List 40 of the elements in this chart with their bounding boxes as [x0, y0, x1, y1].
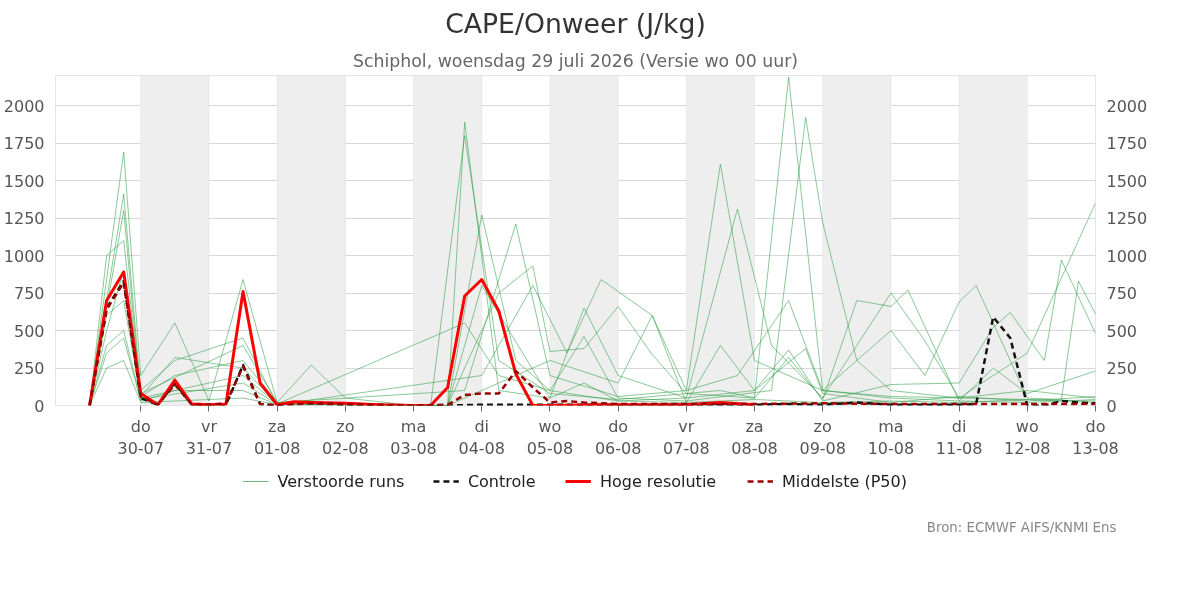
- x-tick-label: wo 12-08: [1004, 416, 1051, 459]
- x-tick-label: ma 03-08: [390, 416, 437, 459]
- y-tick-label: 750: [13, 284, 45, 303]
- x-tick-label: za 08-08: [731, 416, 778, 459]
- x-tick-label: zo 02-08: [322, 416, 369, 459]
- y2-tick-label: 0: [1106, 396, 1117, 416]
- x-tick-label: do 30-07: [117, 416, 164, 459]
- legend-label: Controle: [467, 472, 536, 491]
- y-tick-label: 1750: [3, 134, 45, 153]
- y2-tick-label: 750: [1106, 284, 1138, 303]
- chart-subtitle: Schiphol, woensdag 29 juli 2026 (Versie wo 00 uur): [352, 50, 799, 71]
- x-tick-label: vr 31-07: [185, 416, 233, 459]
- x-tick-label: di 04-08: [458, 416, 505, 459]
- x-tick-label: zo 09-08: [799, 416, 846, 459]
- legend-label: Hoge resolutie: [599, 472, 717, 491]
- chart-title: CAPE/Onweer (J/kg): [445, 7, 706, 39]
- y-tick-label: 1500: [3, 171, 45, 191]
- y2-tick-label: 500: [1106, 321, 1138, 341]
- y-tick-label: 0: [34, 396, 45, 416]
- y2-tick-label: 1750: [1106, 134, 1148, 153]
- x-tick-label: do 06-08: [594, 416, 642, 459]
- y-tick-label: 1000: [3, 246, 45, 266]
- x-tick-label: ma 10-08: [867, 416, 915, 459]
- y2-tick-label: 1000: [1106, 246, 1148, 266]
- y-tick-label: 1250: [3, 209, 45, 228]
- y2-tick-label: 1500: [1106, 171, 1148, 191]
- x-tick-label: wo 05-08: [526, 416, 574, 459]
- legend-label: Middelste (P50): [782, 472, 907, 491]
- legend-label: Verstoorde runs: [277, 472, 405, 491]
- y2-tick-label: 1250: [1106, 209, 1148, 228]
- y-tick-label: 500: [13, 321, 45, 341]
- text: Bron: ECMWF AIFS/KNMI Ens: [926, 519, 1117, 535]
- y-tick-label: 250: [13, 359, 45, 378]
- x-tick-label: za 01-08: [253, 416, 301, 459]
- x-tick-label: vr 07-08: [663, 416, 710, 459]
- y2-tick-label: 2000: [1106, 96, 1148, 116]
- x-tick-label: di 11-08: [935, 416, 983, 459]
- x-tick-label: do 13-08: [1072, 416, 1119, 459]
- y2-tick-label: 250: [1106, 359, 1138, 378]
- y-tick-label: 2000: [3, 96, 45, 116]
